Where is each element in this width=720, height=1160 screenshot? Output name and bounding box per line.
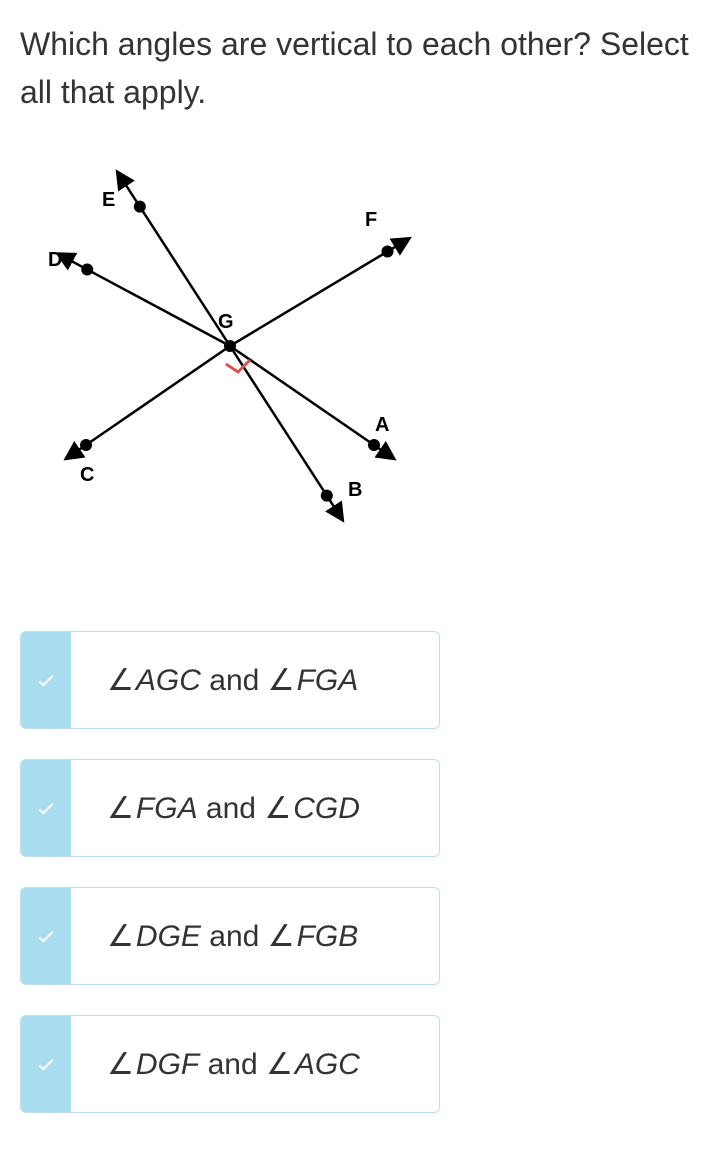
check-icon — [21, 632, 71, 728]
svg-text:G: G — [218, 311, 234, 333]
option-2[interactable]: ∠FGA and ∠CGD — [20, 759, 440, 857]
svg-text:D: D — [48, 249, 62, 271]
svg-text:F: F — [365, 209, 377, 231]
angle-diagram: A B C D E F G — [20, 146, 700, 571]
check-icon — [21, 1016, 71, 1112]
option-1[interactable]: ∠AGC and ∠FGA — [20, 631, 440, 729]
option-label: ∠FGA and ∠CGD — [71, 760, 439, 856]
check-icon — [21, 760, 71, 856]
option-4[interactable]: ∠DGF and ∠AGC — [20, 1015, 440, 1113]
svg-text:B: B — [348, 479, 362, 501]
svg-text:A: A — [375, 414, 389, 436]
svg-text:E: E — [102, 189, 115, 211]
option-label: ∠AGC and ∠FGA — [71, 632, 439, 728]
svg-text:C: C — [80, 464, 94, 486]
option-label: ∠DGF and ∠AGC — [71, 1016, 439, 1112]
question-text: Which angles are vertical to each other?… — [20, 20, 700, 116]
option-3[interactable]: ∠DGE and ∠FGB — [20, 887, 440, 985]
options-list: ∠AGC and ∠FGA ∠FGA and ∠CGD ∠DGE and ∠FG… — [20, 631, 700, 1113]
check-icon — [21, 888, 71, 984]
option-label: ∠DGE and ∠FGB — [71, 888, 439, 984]
